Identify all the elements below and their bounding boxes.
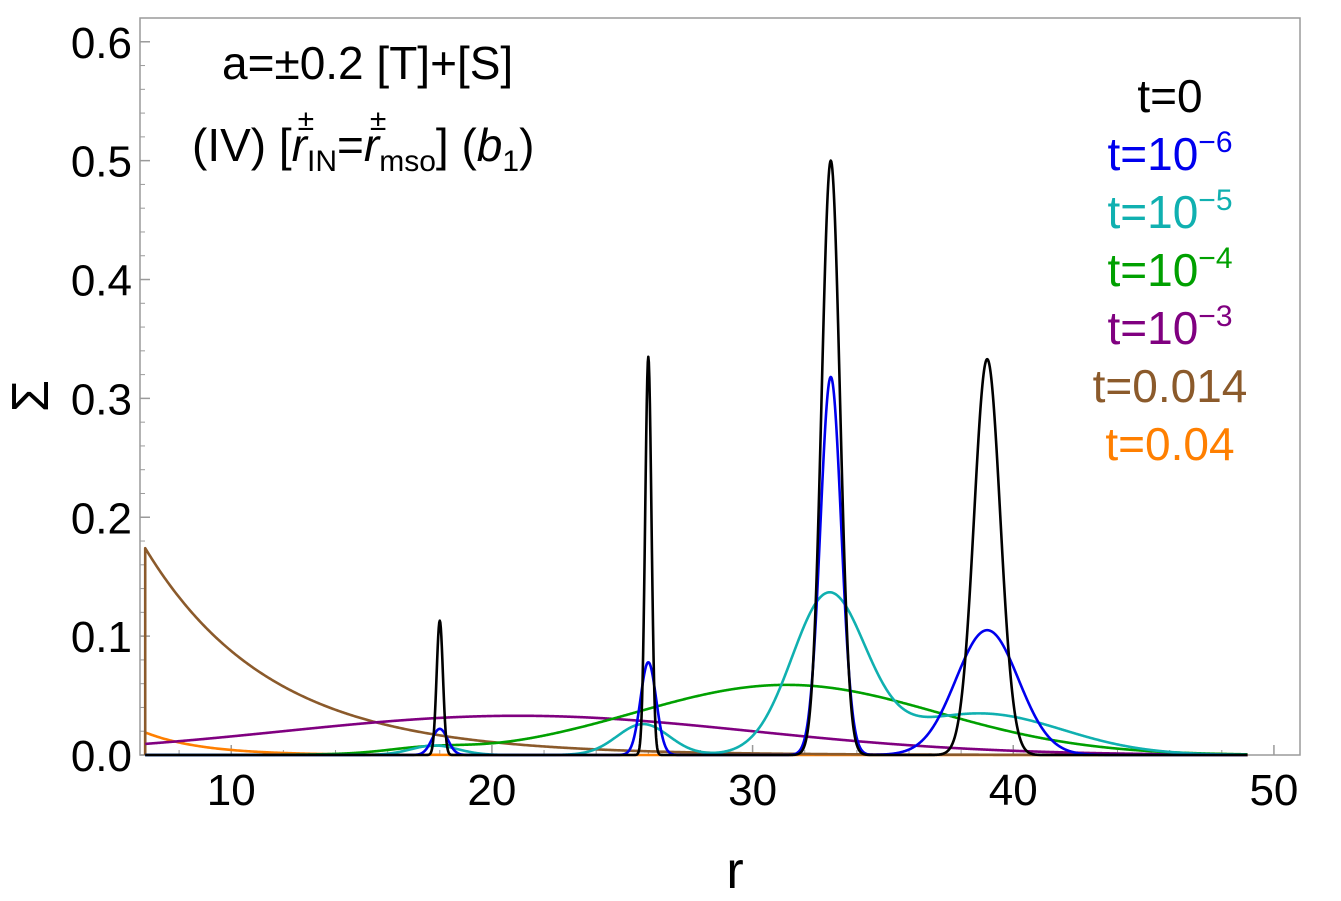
x-tick-label: 10 [207, 766, 256, 815]
series-line-t-10-5 [144, 590, 1249, 757]
b-symbol: b [476, 119, 503, 171]
r-mso-symbol: r ± mso [363, 105, 436, 176]
legend-entry: t=10−3 [1107, 300, 1232, 354]
annotation-line-1-text: a=±0.2 [T]+[S] [222, 37, 514, 89]
series-line-t-0-014 [143, 546, 1248, 757]
mso-subscript: mso [379, 144, 436, 178]
x-tick-label: 20 [467, 766, 516, 815]
y-tick-label: 0.0 [71, 732, 132, 781]
in-subscript: IN [307, 144, 337, 178]
legend-entry: t=0.04 [1105, 418, 1234, 470]
equals-sign: = [337, 119, 364, 171]
y-tick-label: 0.3 [71, 375, 132, 424]
annotation-line-2: (IV) [r ± IN=r ± mso] (b1) [192, 105, 535, 176]
x-tick-label: 40 [989, 766, 1038, 815]
legend-entry: t=10−6 [1107, 126, 1232, 180]
legend-entry: t=10−4 [1107, 242, 1232, 296]
y-axis-title: Σ [2, 380, 60, 412]
paren-close: ) [519, 119, 535, 171]
series-line-t-10-3 [144, 714, 1249, 756]
y-axis: 0.0 0.1 0.2 0.3 0.4 0.5 0.6 [71, 19, 150, 781]
pm-superscript: ± [297, 103, 315, 137]
x-tick-label: 50 [1249, 766, 1298, 815]
b-subscript: 1 [502, 144, 520, 178]
r-symbol: r [363, 119, 380, 171]
y-tick-label: 0.1 [71, 613, 132, 662]
series-lines [143, 159, 1249, 757]
legend-entry: t=0 [1137, 70, 1202, 122]
series-line-t-0 [144, 159, 1249, 757]
y-tick-label: 0.5 [71, 138, 132, 187]
y-tick-label: 0.4 [71, 257, 132, 306]
pm-superscript: ± [369, 103, 387, 137]
legend: t=0t=10−6t=10−5t=10−4t=10−3 t=0.014 t=0.04 [1093, 70, 1248, 470]
x-tick-label: 30 [728, 766, 777, 815]
r-symbol: r [291, 119, 307, 171]
annotation-prefix: (IV) [ [192, 119, 292, 171]
x-axis-title: r [726, 842, 743, 900]
series-line-t-10-4 [144, 683, 1249, 757]
y-tick-label: 0.2 [71, 494, 132, 543]
bracket-close: ] ( [435, 119, 477, 171]
annotation-line-1: a=±0.2 [T]+[S] [222, 40, 513, 86]
legend-entry: t=0.014 [1093, 360, 1248, 412]
legend-entry: t=10−5 [1107, 184, 1232, 238]
series-line-t-10-6 [144, 375, 1249, 757]
r-in-symbol: r ± IN [291, 105, 337, 176]
y-tick-label: 0.6 [71, 19, 132, 68]
